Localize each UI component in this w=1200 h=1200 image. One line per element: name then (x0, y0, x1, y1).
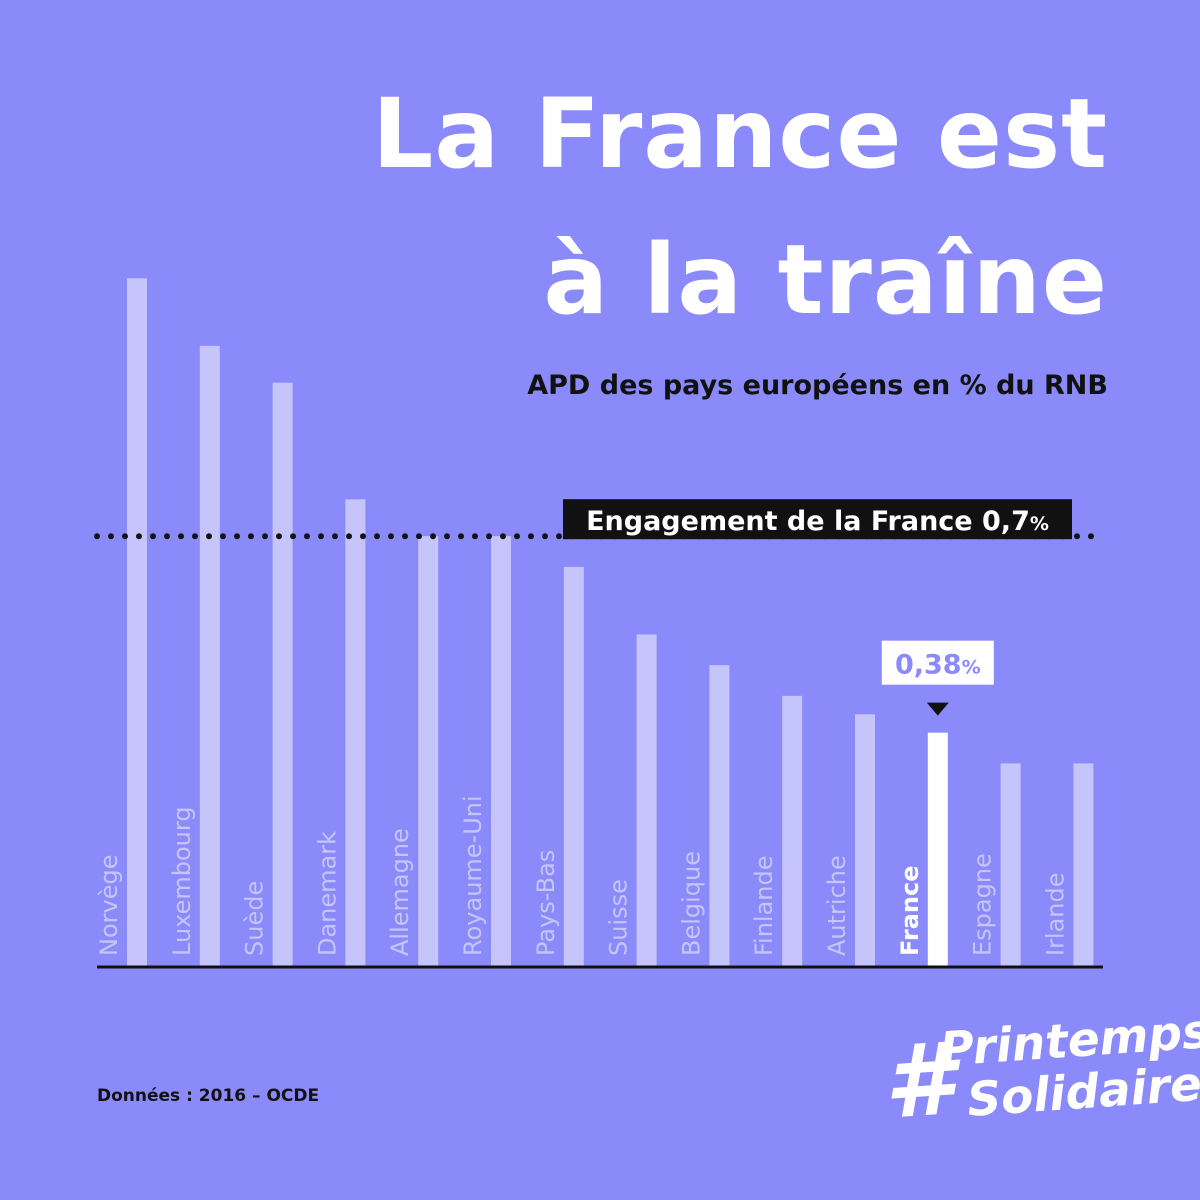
bar-danemark (345, 499, 366, 966)
tick-label-suede: Suède (241, 881, 269, 956)
tick-label-norvege: Norvège (95, 855, 123, 956)
bar-norvege (127, 278, 147, 966)
bar-allemagne (418, 536, 439, 966)
bar-france (927, 732, 948, 966)
bar-autriche (855, 714, 875, 966)
tick-label-irlande: Irlande (1041, 872, 1069, 956)
title-line-1: La France est (372, 78, 1108, 190)
highlight-value-label: 0,38% (895, 650, 981, 681)
tick-label-pays-bas: Pays-Bas (532, 850, 560, 956)
tick-label-allemagne: Allemagne (386, 828, 414, 956)
tick-label-belgique: Belgique (677, 851, 705, 956)
chart-subtitle: APD des pays européens en % du RNB (527, 370, 1108, 401)
bar-irlande (1073, 763, 1094, 966)
reference-label-box (563, 499, 1072, 540)
tick-label-suisse: Suisse (605, 879, 633, 956)
tick-label-finlande: Finlande (750, 855, 778, 956)
bar-luxembourg (199, 345, 220, 966)
bar-suisse (636, 634, 657, 966)
tick-label-france: France (896, 866, 924, 956)
data-source: Données : 2016 – OCDE (97, 1086, 320, 1106)
tick-label-danemark: Danemark (313, 831, 341, 956)
highlight-value-box (881, 640, 994, 685)
bar-finlande (782, 695, 803, 966)
bar-pays-bas (563, 566, 584, 966)
tick-label-luxembourg: Luxembourg (168, 806, 196, 956)
bar-espagne (1000, 763, 1021, 966)
bar-belgique (709, 665, 730, 966)
highlight-pointer (926, 702, 949, 716)
bar-royaume-uni (491, 536, 511, 966)
reference-label: Engagement de la France 0,7% (586, 506, 1049, 537)
title-line-2: à la traîne (543, 224, 1108, 336)
tick-label-autriche: Autriche (823, 855, 851, 956)
tick-label-royaume-uni: Royaume-Uni (459, 795, 487, 956)
tick-label-espagne: Espagne (969, 853, 997, 956)
bar-suede (272, 382, 293, 966)
